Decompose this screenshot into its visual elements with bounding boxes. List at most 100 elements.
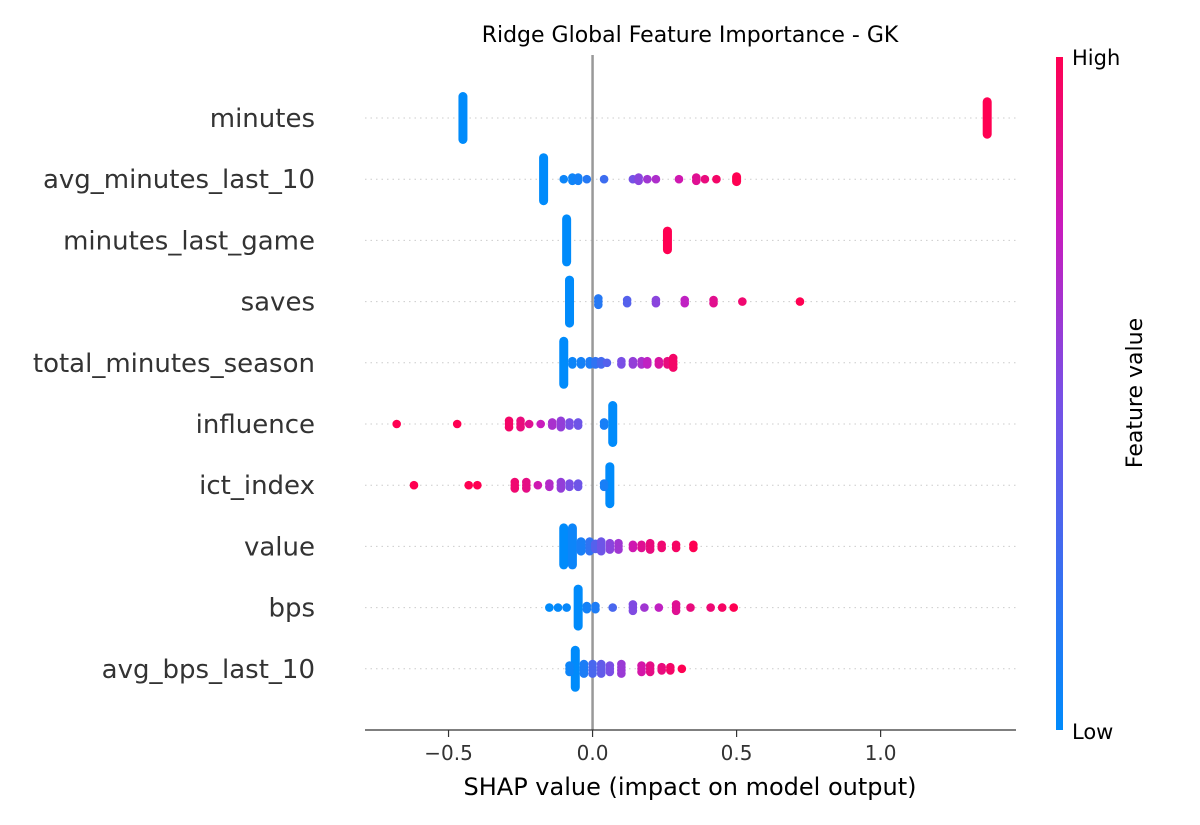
shap-point bbox=[671, 606, 681, 616]
shap-point bbox=[605, 667, 615, 677]
feature-label: ict_index bbox=[199, 471, 315, 501]
colorbar-high-label: High bbox=[1072, 46, 1120, 70]
shap-point bbox=[582, 174, 592, 184]
shap-point bbox=[634, 176, 643, 186]
shap-point bbox=[608, 603, 618, 612]
shap-point bbox=[628, 606, 638, 616]
shap-point bbox=[628, 360, 638, 369]
shap-point bbox=[536, 419, 546, 429]
shap-point bbox=[712, 174, 721, 184]
shap-point bbox=[642, 360, 652, 369]
shap-point bbox=[738, 297, 747, 306]
shap-point bbox=[674, 174, 684, 184]
shap-point bbox=[614, 545, 623, 554]
shap-point-stack bbox=[573, 584, 583, 631]
feature-labels: minutes avg_minutes_last_10 minutes_last_g… bbox=[33, 104, 315, 685]
shap-point bbox=[596, 669, 606, 678]
shap-point bbox=[640, 603, 649, 612]
feature-label: total_minutes_season bbox=[33, 349, 315, 379]
shap-point bbox=[473, 480, 482, 490]
feature-label: minutes_last_game bbox=[63, 226, 315, 256]
shap-point bbox=[668, 363, 678, 372]
shap-point-stack bbox=[567, 523, 577, 570]
shap-point bbox=[573, 421, 583, 430]
shap-point bbox=[392, 419, 401, 429]
shap-point bbox=[680, 298, 690, 308]
shap-point bbox=[562, 603, 571, 612]
shap-point bbox=[579, 669, 589, 678]
shap-point bbox=[504, 422, 514, 432]
feature-label: influence bbox=[196, 410, 315, 440]
feature-guide-lines bbox=[365, 117, 1016, 670]
x-tick-label: 1.0 bbox=[865, 741, 897, 765]
shap-point bbox=[709, 298, 718, 308]
shap-point bbox=[565, 421, 574, 430]
shap-point bbox=[568, 360, 577, 369]
shap-point bbox=[556, 484, 566, 493]
shap-point-stack bbox=[562, 214, 572, 267]
shap-point bbox=[594, 300, 603, 310]
shap-point-stack bbox=[608, 401, 618, 447]
shap-point bbox=[617, 669, 626, 678]
feature-label: bps bbox=[268, 594, 315, 624]
feature-label: value bbox=[244, 532, 315, 562]
shap-point-stack bbox=[576, 537, 586, 556]
shap-point bbox=[599, 174, 609, 184]
shap-point-stack bbox=[539, 153, 549, 206]
shap-point bbox=[654, 603, 664, 612]
shap-point bbox=[553, 603, 563, 612]
shap-point bbox=[717, 603, 727, 612]
shap-point bbox=[691, 176, 701, 186]
shap-point bbox=[689, 543, 698, 553]
shap-point-stack bbox=[559, 523, 569, 570]
shap-point bbox=[522, 484, 531, 493]
shap-point bbox=[700, 174, 710, 184]
shap-point bbox=[671, 543, 681, 553]
shap-point bbox=[795, 297, 805, 306]
feature-label: minutes bbox=[210, 104, 315, 134]
colorbar-low-label: Low bbox=[1072, 720, 1113, 744]
shap-point-stack bbox=[662, 226, 672, 255]
shap-point bbox=[599, 482, 609, 492]
x-axis-label: SHAP value (impact on model output) bbox=[464, 773, 917, 801]
shap-point bbox=[576, 360, 586, 369]
shap-point bbox=[617, 360, 626, 369]
shap-point bbox=[642, 174, 652, 184]
shap-point bbox=[565, 482, 574, 492]
shap-point-stack bbox=[565, 275, 575, 328]
shap-point bbox=[628, 543, 638, 553]
shap-point bbox=[510, 484, 520, 493]
shap-point bbox=[706, 603, 715, 612]
shap-point bbox=[545, 603, 554, 612]
shap-point bbox=[622, 298, 632, 308]
shap-point bbox=[588, 669, 597, 678]
shap-point-stack bbox=[559, 336, 569, 389]
shap-point bbox=[645, 667, 655, 677]
x-tick-label: −0.5 bbox=[424, 741, 473, 765]
shap-point bbox=[599, 421, 609, 430]
shap-point bbox=[677, 664, 687, 674]
shap-point bbox=[547, 421, 557, 430]
x-tick-label: 0.5 bbox=[721, 741, 753, 765]
shap-point bbox=[602, 358, 612, 368]
shap-point-stack bbox=[732, 172, 742, 187]
shap-point bbox=[686, 603, 695, 612]
shap-point-stack bbox=[570, 645, 580, 692]
scatter-points bbox=[392, 92, 992, 692]
shap-point bbox=[657, 666, 666, 675]
shap-point bbox=[556, 422, 566, 432]
shap-point bbox=[651, 174, 661, 184]
shap-point bbox=[666, 666, 675, 675]
shap-point bbox=[409, 480, 419, 490]
shap-point bbox=[573, 482, 583, 492]
colorbar-title: Feature value bbox=[1123, 318, 1148, 468]
shap-point bbox=[596, 546, 606, 556]
x-tick-label: 0.0 bbox=[577, 741, 609, 765]
shap-point bbox=[464, 480, 473, 490]
shap-point bbox=[573, 176, 583, 186]
shap-point bbox=[729, 603, 739, 612]
shap-point bbox=[533, 480, 543, 490]
shap-point bbox=[637, 543, 646, 553]
feature-label: avg_minutes_last_10 bbox=[43, 165, 315, 195]
shap-point-stack bbox=[605, 462, 615, 509]
